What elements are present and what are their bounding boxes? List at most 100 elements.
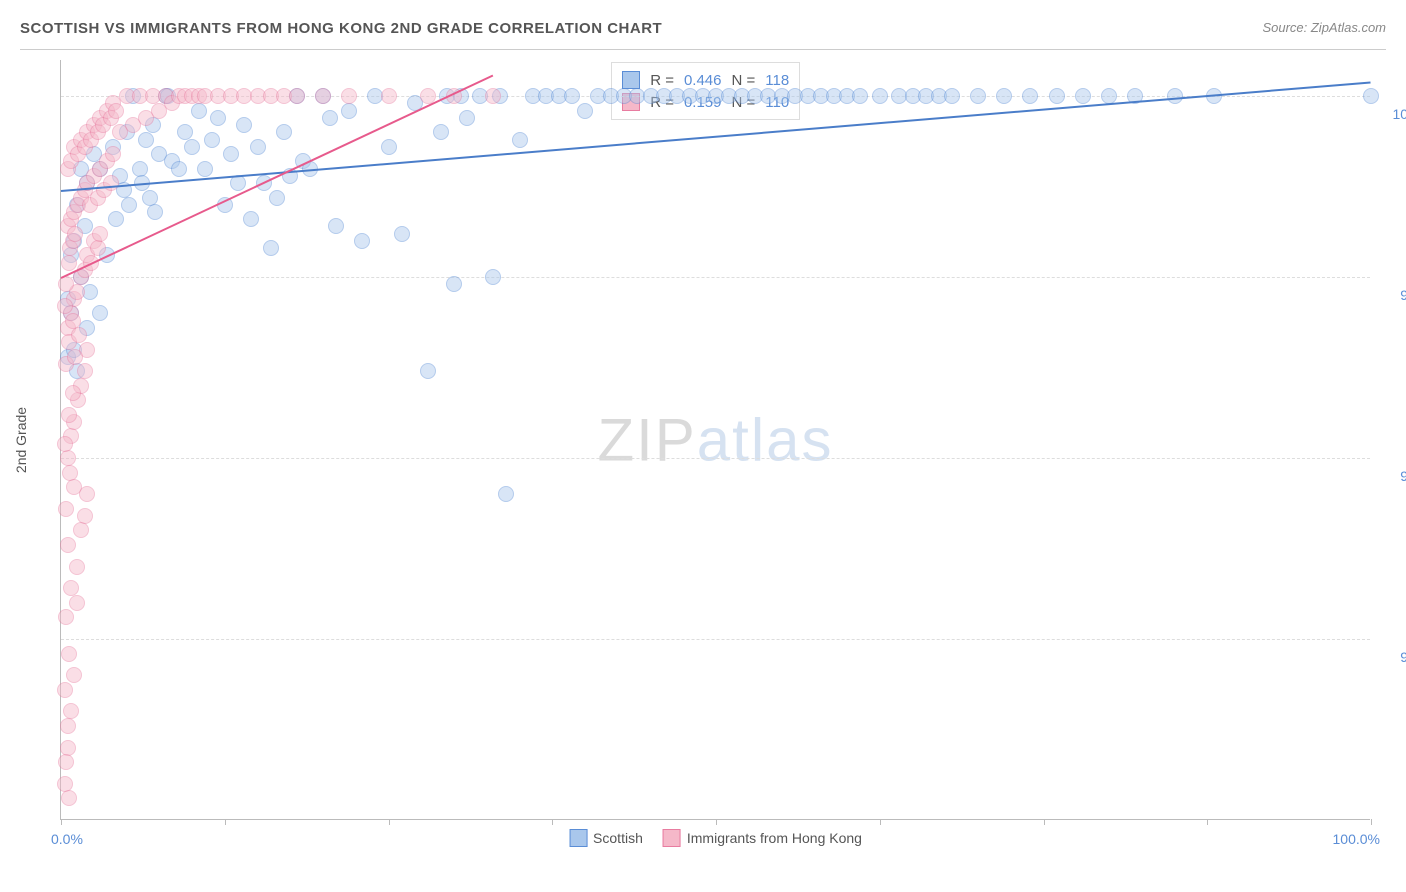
scatter-point [341, 103, 357, 119]
scatter-point [996, 88, 1012, 104]
scatter-point [191, 103, 207, 119]
scatter-point [92, 226, 108, 242]
scatter-point [184, 139, 200, 155]
scatter-point [236, 117, 252, 133]
scatter-point [61, 646, 77, 662]
x-axis-max-label: 100.0% [1333, 831, 1380, 847]
scatter-point [1075, 88, 1091, 104]
scatter-point [69, 559, 85, 575]
scatter-point [66, 479, 82, 495]
scatter-point [354, 233, 370, 249]
scatter-point [944, 88, 960, 104]
scatter-point [420, 363, 436, 379]
chart-source: Source: ZipAtlas.com [1262, 20, 1386, 35]
watermark-atlas: atlas [697, 406, 834, 473]
scatter-point [90, 240, 106, 256]
scatter-point [108, 103, 124, 119]
stats-swatch-series1 [622, 71, 640, 89]
scatter-point [77, 363, 93, 379]
scatter-point [250, 139, 266, 155]
scatter-point [121, 197, 137, 213]
scatter-point [459, 110, 475, 126]
x-tick [552, 819, 553, 825]
scatter-point [223, 146, 239, 162]
scatter-point [446, 276, 462, 292]
scatter-point [108, 211, 124, 227]
scatter-point [67, 349, 83, 365]
bottom-legend: Scottish Immigrants from Hong Kong [569, 829, 862, 847]
scatter-point [485, 269, 501, 285]
scatter-point [147, 204, 163, 220]
legend-item-series2: Immigrants from Hong Kong [663, 829, 862, 847]
scatter-point [57, 776, 73, 792]
watermark-zip: ZIP [597, 406, 696, 473]
legend-swatch-series1 [569, 829, 587, 847]
y-axis-title: 2nd Grade [13, 406, 29, 472]
scatter-point [171, 161, 187, 177]
x-tick [389, 819, 390, 825]
scatter-point [69, 595, 85, 611]
y-tick-label: 95.0% [1378, 468, 1406, 484]
x-tick [225, 819, 226, 825]
stats-r-value-1: 0.446 [684, 72, 722, 89]
scatter-point [381, 88, 397, 104]
legend-label-series1: Scottish [593, 830, 643, 846]
scatter-point [60, 718, 76, 734]
scatter-point [328, 218, 344, 234]
legend-item-series1: Scottish [569, 829, 643, 847]
scatter-point [67, 226, 83, 242]
scatter-point [105, 146, 121, 162]
scatter-point [61, 790, 77, 806]
legend-label-series2: Immigrants from Hong Kong [687, 830, 862, 846]
chart-header: SCOTTISH VS IMMIGRANTS FROM HONG KONG 2N… [20, 20, 1386, 50]
scatter-point [60, 537, 76, 553]
scatter-point [65, 385, 81, 401]
scatter-point [269, 190, 285, 206]
scatter-point [210, 110, 226, 126]
y-tick-label: 92.5% [1378, 649, 1406, 665]
scatter-point [577, 103, 593, 119]
scatter-point [58, 609, 74, 625]
x-tick [61, 819, 62, 825]
scatter-point [92, 305, 108, 321]
scatter-point [433, 124, 449, 140]
gridline [61, 639, 1370, 640]
y-tick-label: 97.5% [1378, 287, 1406, 303]
x-tick [880, 819, 881, 825]
scatter-point [58, 754, 74, 770]
scatter-point [61, 255, 77, 271]
stats-n-value-1: 118 [765, 72, 789, 89]
scatter-point [381, 139, 397, 155]
gridline [61, 458, 1370, 459]
scatter-point [872, 88, 888, 104]
scatter-point [322, 110, 338, 126]
scatter-point [564, 88, 580, 104]
scatter-point [1049, 88, 1065, 104]
x-axis-min-label: 0.0% [51, 831, 83, 847]
scatter-point [315, 88, 331, 104]
legend-swatch-series2 [663, 829, 681, 847]
scatter-point [1022, 88, 1038, 104]
scatter-point [71, 327, 87, 343]
scatter-point [62, 465, 78, 481]
scatter-point [263, 240, 279, 256]
scatter-point [73, 522, 89, 538]
scatter-point [485, 88, 501, 104]
x-tick [716, 819, 717, 825]
scatter-point [103, 175, 119, 191]
scatter-point [204, 132, 220, 148]
stats-r-label: R = [650, 72, 674, 89]
scatter-point [243, 211, 259, 227]
scatter-point [66, 667, 82, 683]
chart-title: SCOTTISH VS IMMIGRANTS FROM HONG KONG 2N… [20, 20, 662, 37]
scatter-point [276, 124, 292, 140]
x-tick [1371, 819, 1372, 825]
scatter-point [77, 508, 93, 524]
scatter-point [341, 88, 357, 104]
scatter-point [61, 407, 77, 423]
scatter-point [289, 88, 305, 104]
scatter-point [58, 501, 74, 517]
stats-n-label: N = [732, 72, 756, 89]
scatter-point [1363, 88, 1379, 104]
scatter-point [852, 88, 868, 104]
